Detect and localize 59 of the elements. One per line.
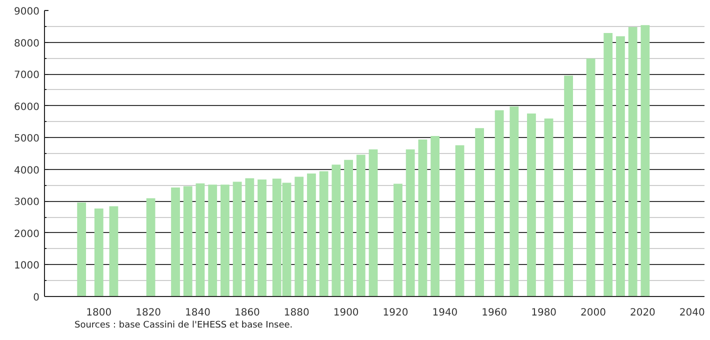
x-tick-label: 2020 xyxy=(630,308,656,318)
x-tick-label: 1840 xyxy=(185,308,210,318)
bar xyxy=(475,128,484,296)
bar xyxy=(430,136,440,296)
bar xyxy=(146,198,156,296)
bar xyxy=(586,58,596,296)
bar xyxy=(356,154,366,296)
y-tick-label: 2000 xyxy=(14,228,40,240)
bar xyxy=(564,76,573,296)
bar xyxy=(319,171,328,296)
bar xyxy=(208,184,218,296)
x-tick-label: 1920 xyxy=(382,308,408,318)
bar xyxy=(220,184,230,296)
x-tick-label: 1800 xyxy=(86,308,112,318)
y-tick-label: 4000 xyxy=(14,165,40,176)
bar xyxy=(344,160,353,296)
y-tick-label: 6000 xyxy=(14,102,40,113)
bar xyxy=(232,182,242,296)
y-tick-label: 8000 xyxy=(14,38,40,50)
bar xyxy=(418,140,428,296)
bar xyxy=(394,184,402,296)
bar xyxy=(183,186,192,296)
bar xyxy=(307,174,316,296)
bar xyxy=(494,110,504,296)
bar xyxy=(368,149,378,296)
bar xyxy=(406,149,415,296)
bar xyxy=(171,188,180,296)
x-tick-label: 1960 xyxy=(482,308,508,318)
bar xyxy=(196,183,205,296)
bar xyxy=(77,202,86,296)
x-tick-label: 2000 xyxy=(580,308,606,318)
x-tick-label: 1940 xyxy=(432,308,458,318)
y-tick-label: 7000 xyxy=(14,70,40,82)
bar xyxy=(245,178,254,296)
y-tick-label: 5000 xyxy=(14,134,40,145)
bar xyxy=(258,180,266,296)
bar xyxy=(604,33,613,296)
y-tick-label: 3000 xyxy=(14,197,40,208)
y-tick-label: 9000 xyxy=(14,6,40,18)
x-tick-label: 1980 xyxy=(531,308,557,318)
bar xyxy=(109,206,118,296)
bar xyxy=(640,25,650,296)
bar xyxy=(510,106,519,296)
x-tick-label: 2040 xyxy=(679,308,705,318)
bar xyxy=(294,176,304,296)
bar xyxy=(527,113,536,296)
bar xyxy=(455,145,464,296)
y-tick-label: 0 xyxy=(33,292,40,304)
bar xyxy=(628,27,638,296)
bar xyxy=(94,208,104,296)
source-note: Sources : base Cassini de l'EHESS et base Insee. xyxy=(74,320,293,330)
bar xyxy=(544,118,554,296)
x-tick-label: 1900 xyxy=(333,308,359,318)
x-tick-label: 1880 xyxy=(284,308,310,318)
x-tick-label: 1820 xyxy=(136,308,162,318)
bar xyxy=(332,164,341,296)
x-tick-label: 1860 xyxy=(234,308,260,318)
bar xyxy=(616,36,625,296)
y-tick-label: 1000 xyxy=(14,260,40,272)
